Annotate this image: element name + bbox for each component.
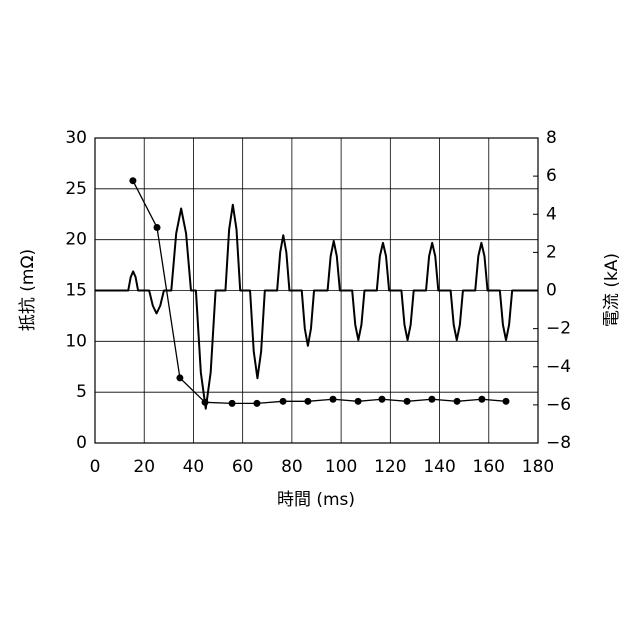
x-tick-label: 0 <box>90 457 101 477</box>
x-tick-label: 80 <box>281 457 303 477</box>
data-point <box>428 396 435 403</box>
y-tick-label: 20 <box>65 230 87 250</box>
y2-tick-label: 2 <box>546 242 557 262</box>
data-point <box>503 398 510 405</box>
data-point <box>280 398 287 405</box>
y2-tick-label: 8 <box>546 128 557 148</box>
series-line <box>95 205 538 409</box>
data-point <box>454 398 461 405</box>
y-tick-label: 5 <box>76 382 87 402</box>
x-tick-label: 40 <box>183 457 205 477</box>
y-tick-label: 25 <box>65 179 87 199</box>
y2-tick-label: 0 <box>546 281 557 301</box>
data-point <box>478 396 485 403</box>
y2-tick-label: −4 <box>546 357 571 377</box>
y-axis-label: 抵抗 (mΩ) <box>18 249 38 331</box>
y-tick-label: 10 <box>65 331 87 351</box>
data-point <box>176 374 183 381</box>
y2-tick-label: −2 <box>546 319 571 339</box>
data-point <box>304 398 311 405</box>
data-point <box>378 396 385 403</box>
x-tick-label: 100 <box>325 457 357 477</box>
data-point <box>129 177 136 184</box>
data-point <box>253 400 260 407</box>
y2-tick-label: −8 <box>546 433 571 453</box>
y2-tick-label: 6 <box>546 166 557 186</box>
x-tick-label: 120 <box>374 457 406 477</box>
y-tick-label: 30 <box>65 128 87 148</box>
data-point <box>229 400 236 407</box>
y2-tick-label: −6 <box>546 395 571 415</box>
x-tick-label: 180 <box>522 457 554 477</box>
x-axis-label: 時間 (ms) <box>277 490 355 510</box>
x-tick-label: 60 <box>232 457 254 477</box>
data-point <box>154 224 161 231</box>
y2-axis-label: 電流 (kA) <box>602 253 622 327</box>
x-tick-label: 20 <box>133 457 155 477</box>
data-point <box>404 398 411 405</box>
data-point <box>355 398 362 405</box>
y2-tick-label: 4 <box>546 204 557 224</box>
data-point <box>329 396 336 403</box>
x-tick-label: 140 <box>423 457 455 477</box>
y-tick-label: 15 <box>65 281 87 301</box>
y-tick-label: 0 <box>76 433 87 453</box>
x-tick-label: 160 <box>473 457 505 477</box>
